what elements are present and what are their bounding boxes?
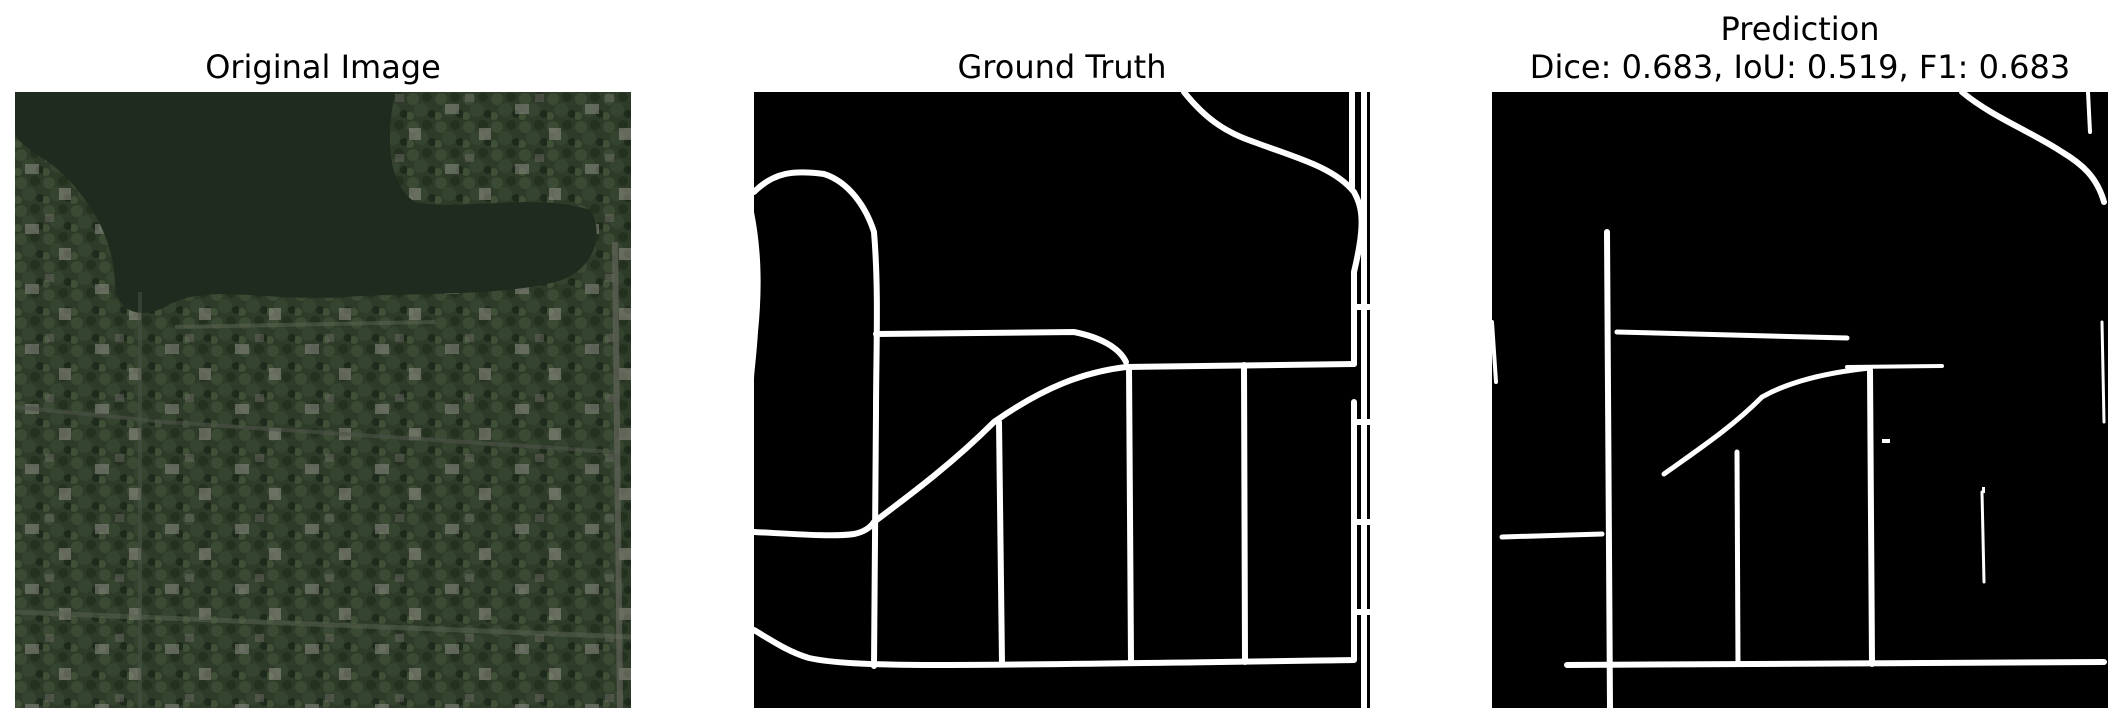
- pred-road: [1845, 364, 1944, 369]
- pred-road: [1564, 659, 2107, 668]
- pred-road: [2100, 320, 2106, 424]
- pred-road: [1980, 490, 1986, 584]
- pred-road: [2086, 92, 2092, 134]
- pred-road: [1959, 92, 2107, 205]
- ground-truth-mask: [754, 92, 1370, 708]
- gt-road: [754, 169, 880, 669]
- pred-road: [1499, 531, 1605, 540]
- gt-edge-blob: [754, 212, 761, 382]
- ground-truth-title: Ground Truth: [957, 48, 1167, 86]
- gt-road: [871, 361, 1357, 525]
- pred-speck: [1982, 487, 1985, 493]
- gt-road: [873, 329, 1129, 365]
- prediction-title: Prediction: [1720, 10, 1880, 48]
- aerial-image: [15, 92, 631, 708]
- gt-road: [754, 399, 1357, 668]
- pred-road: [1492, 320, 1498, 384]
- pred-road: [1734, 449, 1741, 667]
- aerial-image-svg: [15, 92, 631, 708]
- panel-ground-truth: Ground Truth: [754, 0, 1370, 722]
- prediction-svg: [1492, 92, 2108, 708]
- gt-road: [996, 419, 1005, 667]
- panel-prediction: Prediction Dice: 0.683, IoU: 0.519, F1: …: [1492, 0, 2108, 722]
- ground-truth-svg: [754, 92, 1370, 708]
- prediction-mask: [1492, 92, 2108, 708]
- original-image-title: Original Image: [205, 48, 441, 86]
- pred-road: [1867, 367, 1875, 667]
- gt-road: [754, 519, 877, 539]
- pred-road: [1614, 329, 1850, 341]
- pred-road: [1604, 229, 1613, 708]
- panel-original: Original Image: [15, 0, 631, 722]
- gt-road: [1126, 364, 1134, 665]
- prediction-metrics: Dice: 0.683, IoU: 0.519, F1: 0.683: [1529, 48, 2071, 86]
- pred-speck: [1882, 439, 1890, 443]
- pred-road: [1661, 365, 1873, 477]
- gt-road: [1241, 362, 1248, 665]
